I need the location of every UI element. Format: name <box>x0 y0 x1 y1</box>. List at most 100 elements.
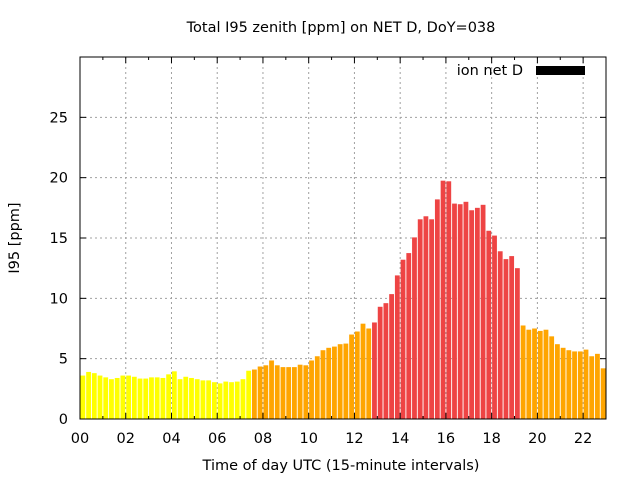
bar <box>314 356 320 419</box>
bar <box>149 377 154 419</box>
bar <box>589 356 595 419</box>
bar <box>406 253 412 419</box>
bar <box>417 219 423 419</box>
y-tick-label: 5 <box>59 352 68 368</box>
bar <box>412 237 417 419</box>
bar <box>109 379 114 419</box>
bar <box>452 203 457 419</box>
bar <box>577 351 583 419</box>
bar <box>526 329 532 419</box>
bar <box>440 180 446 419</box>
bar <box>229 382 234 419</box>
bar <box>595 353 600 419</box>
bar <box>206 380 212 419</box>
bar <box>560 347 566 419</box>
bar <box>349 334 354 419</box>
bar <box>160 377 166 419</box>
bar <box>434 199 440 419</box>
x-tick-label: 04 <box>162 431 180 447</box>
bar <box>126 375 131 419</box>
y-tick-label: 10 <box>50 291 68 307</box>
bar <box>154 377 160 419</box>
bar <box>400 259 406 419</box>
bar <box>360 323 366 419</box>
bar <box>120 375 126 419</box>
bar <box>394 275 400 419</box>
bar <box>97 375 103 419</box>
bar <box>297 364 303 419</box>
bar <box>383 303 389 419</box>
bar <box>337 344 343 419</box>
bar <box>114 377 120 419</box>
bar <box>143 378 149 419</box>
bar <box>183 376 189 419</box>
bar <box>486 230 492 419</box>
bar <box>446 181 452 419</box>
bar <box>91 373 97 419</box>
bar <box>80 375 86 419</box>
bar <box>86 371 91 419</box>
x-tick-label: 20 <box>528 431 546 447</box>
bar <box>543 329 549 419</box>
bar <box>600 368 606 419</box>
x-tick-label: 18 <box>482 431 500 447</box>
x-tick-label: 10 <box>299 431 317 447</box>
legend-swatch <box>536 66 585 75</box>
legend: ion net D <box>457 63 585 79</box>
bar <box>474 207 480 419</box>
bar <box>217 383 223 419</box>
bar <box>537 330 543 419</box>
bar <box>366 328 372 419</box>
bar <box>103 377 109 419</box>
bar <box>269 360 274 419</box>
y-tick-label: 15 <box>50 231 68 247</box>
bar <box>514 268 520 419</box>
bar <box>457 204 463 419</box>
bar <box>257 366 263 419</box>
bar <box>246 370 252 419</box>
x-tick-label: 14 <box>391 431 409 447</box>
bar <box>423 216 429 419</box>
bar <box>532 328 537 419</box>
bar <box>240 379 246 419</box>
y-tick-label: 0 <box>59 412 68 428</box>
bar <box>372 322 377 419</box>
bar <box>194 379 200 419</box>
bar <box>280 367 286 419</box>
bar <box>354 331 360 419</box>
x-tick-label: 22 <box>574 431 592 447</box>
bar <box>292 367 297 419</box>
bar <box>223 381 229 419</box>
bars <box>80 180 606 419</box>
bar <box>166 374 172 419</box>
bar <box>555 344 560 419</box>
bar <box>480 204 486 419</box>
x-tick-label: 16 <box>437 431 455 447</box>
bar <box>309 360 314 419</box>
x-tick-label: 06 <box>208 431 226 447</box>
bar <box>211 382 217 419</box>
bar <box>566 350 572 419</box>
bar <box>137 378 143 419</box>
x-tick-label: 02 <box>117 431 135 447</box>
bar <box>200 380 206 419</box>
bar <box>303 365 309 419</box>
bar <box>520 325 526 419</box>
bar <box>171 371 177 419</box>
y-tick-labels: 0 5 10 15 20 25 <box>50 110 68 428</box>
bar <box>131 376 137 419</box>
x-axis-label: Time of day UTC (15-minute intervals) <box>202 458 480 474</box>
bar <box>389 294 394 419</box>
bar <box>503 259 509 419</box>
x-tick-label: 00 <box>71 431 89 447</box>
bar <box>286 367 292 419</box>
bar <box>251 369 257 419</box>
axis-ticks <box>79 57 607 420</box>
bar <box>320 350 326 419</box>
chart-title: Total I95 zenith [ppm] on NET D, DoY=038 <box>186 20 496 36</box>
bar <box>492 235 497 419</box>
bar <box>326 347 332 419</box>
y-tick-label: 25 <box>50 110 68 126</box>
bar <box>332 346 337 419</box>
